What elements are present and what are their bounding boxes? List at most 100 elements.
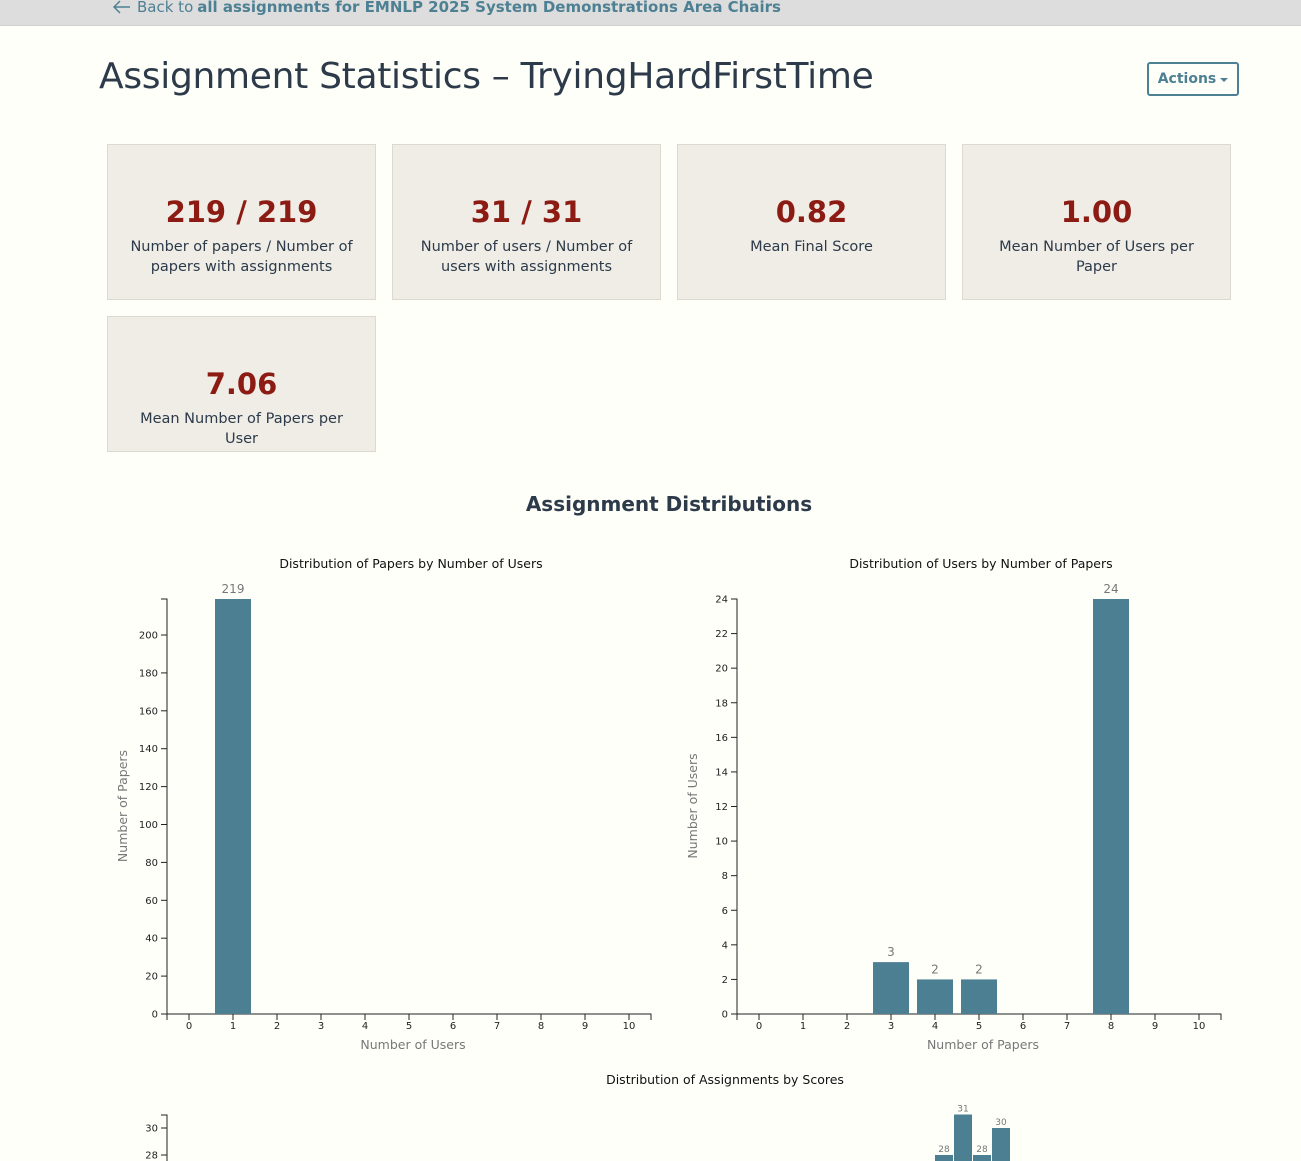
y-tick-label: 4 [722,940,728,951]
bar [935,1155,953,1161]
x-tick-label: 9 [582,1021,588,1032]
x-tick-label: 7 [1064,1021,1070,1032]
back-link-target: all assignments for EMNLP 2025 System De… [197,0,781,16]
y-tick-label: 6 [722,906,728,917]
arrow-left-icon [113,0,130,14]
bar-value-label: 2 [975,962,983,976]
stat-value: 0.82 [775,195,848,229]
bar-value-label: 24 [1103,582,1118,596]
stat-label: Number of users / Number of users with a… [420,239,633,275]
y-tick-label: 60 [145,896,158,907]
back-link[interactable]: Back to all assignments for EMNLP 2025 S… [113,0,781,16]
x-tick-label: 10 [623,1021,636,1032]
x-tick-label: 0 [186,1021,192,1032]
bar-value-label: 31 [957,1105,968,1115]
y-tick-label: 16 [715,733,728,744]
stat-label: Mean Number of Papers per User [140,411,343,447]
y-tick-label: 28 [145,1151,158,1161]
bar [917,979,953,1014]
y-tick-label: 14 [715,767,728,778]
y-tick-label: 2 [722,975,728,986]
x-tick-label: 8 [538,1021,544,1032]
x-tick-label: 9 [1152,1021,1158,1032]
bar-value-label: 28 [976,1145,988,1155]
y-tick-label: 10 [715,837,728,848]
y-axis-label: Number of Users [685,753,700,858]
bar [961,979,997,1014]
back-link-prefix: Back to [137,0,194,16]
section-title-distributions: Assignment Distributions [525,492,813,516]
stat-value: 219 / 219 [165,195,318,229]
x-tick-label: 1 [800,1021,806,1032]
y-tick-label: 20 [145,972,158,983]
chart-title: Distribution of Papers by Number of User… [279,556,542,571]
stat-label: Mean Final Score [750,239,873,255]
x-tick-label: 0 [756,1021,762,1032]
stat-label: Number of papers / Number of papers with… [130,239,353,275]
x-tick-label: 5 [976,1021,982,1032]
y-tick-label: 18 [715,698,728,709]
stat-card-papers: 219 / 219 Number of papers / Number of p… [107,144,376,300]
y-tick-label: 30 [145,1124,158,1135]
stat-card-papers-per-user: 7.06 Mean Number of Papers per User [107,316,376,452]
x-tick-label: 2 [844,1021,850,1032]
y-tick-label: 12 [715,802,728,813]
y-tick-label: 40 [145,934,158,945]
x-tick-label: 7 [494,1021,500,1032]
y-tick-label: 8 [722,871,728,882]
y-tick-label: 0 [152,1010,158,1021]
bar-value-label: 3 [887,945,895,959]
bar-value-label: 28 [938,1145,950,1155]
x-tick-label: 4 [932,1021,938,1032]
y-tick-label: 120 [139,782,158,793]
actions-dropdown-button[interactable]: Actions [1147,62,1239,96]
y-tick-label: 0 [722,1010,728,1021]
chart-title: Distribution of Users by Number of Paper… [849,556,1112,571]
x-tick-label: 5 [406,1021,412,1032]
actions-label: Actions [1157,71,1217,87]
y-axis-label: Number of Papers [115,750,130,862]
y-tick-label: 20 [715,664,728,675]
y-tick-label: 80 [145,858,158,869]
x-tick-label: 3 [888,1021,894,1032]
bar-value-label: 2 [931,962,939,976]
y-tick-label: 200 [139,631,158,642]
stat-value: 1.00 [1060,195,1133,229]
y-axis-line [161,1114,168,1161]
x-axis-label: Number of Users [360,1037,465,1052]
bar [1093,599,1129,1014]
y-tick-label: 24 [715,595,728,606]
stat-card-users: 31 / 31 Number of users / Number of user… [392,144,661,300]
top-nav-bar: Back to all assignments for EMNLP 2025 S… [0,0,1301,26]
bar [954,1114,972,1161]
x-tick-label: 4 [362,1021,368,1032]
y-tick-label: 180 [139,668,158,679]
stat-label: Mean Number of Users per Paper [999,239,1194,275]
chart-title: Distribution of Assignments by Scores [606,1072,844,1087]
x-tick-label: 10 [1193,1021,1206,1032]
x-tick-label: 6 [1020,1021,1026,1032]
x-tick-label: 6 [450,1021,456,1032]
stat-card-users-per-paper: 1.00 Mean Number of Users per Paper [962,144,1231,300]
chart-papers-by-users: Distribution of Papers by Number of User… [115,556,652,1052]
x-tick-label: 3 [318,1021,324,1032]
bar [215,599,251,1014]
y-axis-line [161,598,168,1015]
y-tick-label: 160 [139,706,158,717]
x-tick-label: 2 [274,1021,280,1032]
chart-users-by-papers: Distribution of Users by Number of Paper… [685,556,1222,1052]
y-tick-label: 22 [715,629,728,640]
stat-value: 31 / 31 [470,195,583,229]
bar [973,1155,991,1161]
bar-value-label: 30 [995,1118,1007,1128]
y-tick-label: 100 [139,820,158,831]
page-title: Assignment Statistics – TryingHardFirstT… [99,56,874,97]
stat-card-mean-score: 0.82 Mean Final Score [677,144,946,300]
x-tick-label: 1 [230,1021,236,1032]
x-tick-label: 8 [1108,1021,1114,1032]
caret-down-icon [1220,78,1229,82]
bar [992,1128,1010,1161]
stat-value: 7.06 [205,367,278,401]
y-tick-label: 140 [139,744,158,755]
